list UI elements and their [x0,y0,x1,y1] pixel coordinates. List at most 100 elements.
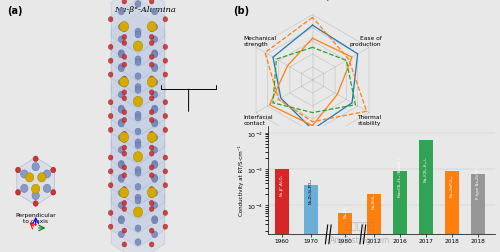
Circle shape [152,121,158,128]
Circle shape [44,170,51,178]
Text: AnyTesting.com: AnyTesting.com [330,235,390,244]
Circle shape [148,22,156,33]
Polygon shape [16,158,54,205]
Polygon shape [111,41,165,109]
Circle shape [122,207,126,212]
Circle shape [122,83,126,88]
Circle shape [152,24,158,31]
Circle shape [152,92,158,99]
Circle shape [118,107,124,114]
Circle shape [152,176,158,183]
Circle shape [32,192,40,200]
Circle shape [118,24,124,31]
Polygon shape [111,14,165,82]
Bar [367,195,381,252]
Text: Electrochemical
stability: Electrochemical stability [289,160,336,171]
Text: Ease of
production: Ease of production [350,36,382,47]
Circle shape [108,169,113,174]
Text: (b): (b) [232,6,249,16]
Circle shape [150,187,154,192]
Text: Interfacial
contact: Interfacial contact [244,115,273,126]
Circle shape [150,35,154,40]
Circle shape [32,184,40,194]
Y-axis label: Conductivity at RT/S·cm⁻¹: Conductivity at RT/S·cm⁻¹ [238,145,244,215]
Circle shape [134,97,142,107]
Text: Na-β"-Alumina: Na-β"-Alumina [114,6,176,14]
Circle shape [152,217,158,224]
Circle shape [163,73,168,78]
Polygon shape [111,83,165,151]
Circle shape [135,60,141,66]
Circle shape [122,187,126,192]
Text: Na₃PS₄: Na₃PS₄ [344,204,347,217]
Polygon shape [111,0,165,68]
Text: Na-β"-Al₂O₃: Na-β"-Al₂O₃ [280,174,284,196]
Circle shape [150,165,154,170]
Circle shape [150,173,154,178]
Bar [304,185,318,252]
Circle shape [122,110,126,115]
Polygon shape [111,110,165,178]
Circle shape [134,207,142,217]
Bar [445,171,458,252]
Circle shape [122,132,126,137]
Text: NaoCB₁₁H₁₂ (Boroh.): NaoCB₁₁H₁₂ (Boroh.) [398,158,402,196]
Text: P-type Na₂ZnTaO₅: P-type Na₂ZnTaO₅ [476,164,480,198]
Circle shape [122,63,126,68]
Circle shape [44,184,51,193]
Circle shape [135,57,141,63]
Polygon shape [111,0,165,54]
Circle shape [152,80,158,86]
Circle shape [150,193,154,198]
Circle shape [122,77,126,82]
Polygon shape [111,27,165,96]
Circle shape [150,83,154,88]
Circle shape [152,119,158,126]
Circle shape [150,201,154,206]
Circle shape [163,59,168,64]
Circle shape [118,9,124,16]
Circle shape [108,100,113,105]
Circle shape [152,52,158,59]
Circle shape [118,92,124,99]
Circle shape [108,114,113,119]
Circle shape [152,66,158,72]
Circle shape [118,175,124,181]
Circle shape [108,210,113,215]
Circle shape [118,176,124,183]
Bar [419,140,433,252]
Circle shape [120,133,128,143]
Polygon shape [111,138,165,206]
Circle shape [163,18,168,23]
Text: (a): (a) [7,6,22,16]
Circle shape [108,73,113,78]
Circle shape [152,202,158,209]
Circle shape [32,163,40,171]
Circle shape [152,64,158,71]
Circle shape [118,80,124,86]
Circle shape [118,37,124,43]
Circle shape [118,231,124,238]
Circle shape [152,216,158,223]
Circle shape [135,239,141,245]
Circle shape [150,228,154,233]
Circle shape [122,151,126,156]
Circle shape [135,198,141,204]
Circle shape [152,147,158,153]
Circle shape [50,190,56,195]
Circle shape [150,132,154,137]
Text: Na₃Zr₂Si₂PO₁₂: Na₃Zr₂Si₂PO₁₂ [308,178,312,204]
Circle shape [135,153,141,160]
Circle shape [163,128,168,133]
Circle shape [152,135,158,141]
Circle shape [135,129,141,135]
Circle shape [150,97,154,102]
Circle shape [33,156,38,162]
Circle shape [122,173,126,178]
Circle shape [150,63,154,68]
Bar [275,169,289,252]
Circle shape [135,74,141,80]
Circle shape [152,162,158,169]
Circle shape [122,193,126,198]
Circle shape [122,27,126,33]
